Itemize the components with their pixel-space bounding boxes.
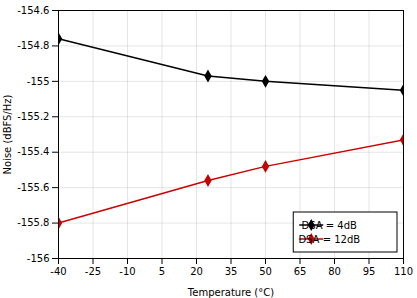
svg-text:-25: -25 (85, 266, 101, 277)
svg-text:65: 65 (294, 266, 307, 277)
svg-text:50: 50 (259, 266, 272, 277)
svg-text:Temperature (°C): Temperature (°C) (187, 287, 274, 298)
svg-text:-155.4: -155.4 (17, 146, 49, 157)
svg-text:110: 110 (394, 266, 413, 277)
svg-text:-154.8: -154.8 (17, 40, 49, 51)
svg-text:DSA = 12dB: DSA = 12dB (298, 234, 360, 245)
svg-text:20: 20 (190, 266, 203, 277)
svg-text:-155: -155 (27, 76, 50, 87)
svg-text:DSA = 4dB: DSA = 4dB (302, 220, 358, 231)
svg-text:-155.8: -155.8 (17, 217, 49, 228)
svg-text:-155.2: -155.2 (17, 111, 49, 122)
svg-text:-155.6: -155.6 (17, 182, 49, 193)
svg-text:-156: -156 (27, 253, 50, 264)
svg-text:-10: -10 (119, 266, 135, 277)
svg-text:5: 5 (159, 266, 165, 277)
svg-text:Noise (dBFS/Hz): Noise (dBFS/Hz) (2, 94, 13, 174)
svg-text:80: 80 (328, 266, 341, 277)
svg-text:95: 95 (363, 266, 376, 277)
svg-text:-154.6: -154.6 (17, 5, 49, 16)
svg-text:35: 35 (225, 266, 238, 277)
svg-text:-40: -40 (50, 266, 66, 277)
